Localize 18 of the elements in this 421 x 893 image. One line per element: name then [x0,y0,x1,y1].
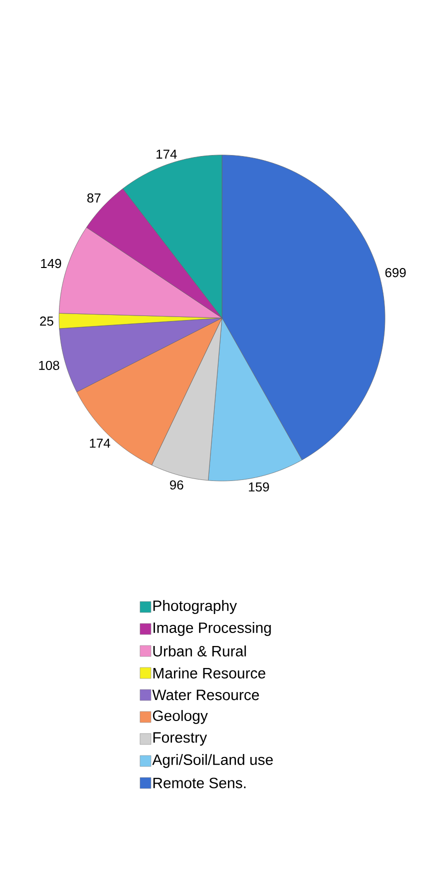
data-label: 174 [90,438,110,448]
data-label: 159 [248,482,269,492]
data-label: 699 [385,268,406,278]
data-label: 87 [87,193,100,203]
legend-label: Urban & Rural [153,646,246,656]
legend-label: Forestry [153,732,207,746]
legend-label: Water Resource [152,690,259,700]
data-label: 149 [41,258,62,268]
data-label: 96 [170,480,184,490]
legend-label: Marine Resource [153,668,266,678]
legend-label: Geology [152,710,208,724]
legend-label: Image Processing [154,622,271,636]
data-label: 108 [39,360,60,370]
legend-label: Remote Sens. [153,778,246,788]
legend-label: Agri/Soil/Land use [152,754,273,768]
legend-label: Photography [153,600,237,614]
data-label: 174 [156,150,177,159]
data-label: 25 [40,316,54,326]
